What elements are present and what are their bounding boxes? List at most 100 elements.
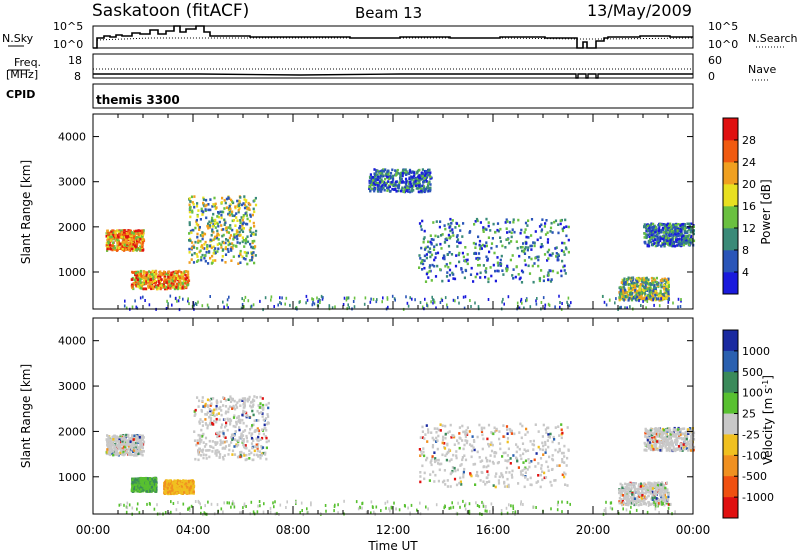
heatmap-cell [614, 301, 616, 305]
heatmap-cell [182, 279, 185, 283]
heatmap-cell [220, 216, 223, 220]
heatmap-cell [373, 188, 376, 191]
heatmap-cell [434, 234, 437, 238]
heatmap-cell [252, 231, 255, 235]
heatmap-cell [672, 301, 674, 305]
heatmap-cell [184, 285, 187, 289]
heatmap-cell [436, 264, 439, 268]
heatmap-cell [561, 229, 565, 233]
heatmap-cell [182, 483, 185, 486]
heatmap-cell [652, 289, 655, 293]
heatmap-cell [215, 399, 218, 402]
heatmap-cell [208, 449, 211, 452]
heatmap-cell [207, 208, 210, 212]
heatmap-cell [164, 272, 167, 276]
heatmap-cell [178, 490, 181, 493]
heatmap-cell [204, 204, 207, 208]
heatmap-cell [410, 178, 413, 181]
heatmap-cell [107, 444, 110, 448]
heatmap-cell [187, 273, 190, 276]
heatmap-cell [224, 253, 228, 256]
heatmap-cell [216, 449, 219, 452]
heatmap-cell [240, 228, 243, 232]
heatmap-cell [661, 279, 664, 283]
heatmap-cell [242, 440, 245, 443]
heatmap-cell [265, 457, 268, 461]
heatmap-cell [106, 238, 109, 242]
heatmap-cell [444, 238, 447, 241]
heatmap-cell [550, 221, 553, 225]
heatmap-cell [248, 416, 251, 419]
heatmap-cell [133, 235, 136, 238]
heatmap-cell [174, 484, 177, 488]
heatmap-cell [670, 240, 673, 244]
heatmap-cell [139, 481, 142, 484]
heatmap-cell [618, 291, 621, 294]
heatmap-cell [628, 289, 631, 293]
heatmap-cell [436, 427, 439, 430]
heatmap-cell [242, 452, 245, 455]
heatmap-cell [119, 451, 122, 455]
heatmap-cell [668, 234, 671, 238]
heatmap-cell [620, 281, 624, 284]
heatmap-cell [251, 246, 254, 250]
heatmap-cell [647, 226, 650, 229]
heatmap-cell [524, 228, 527, 231]
heatmap-cell [125, 248, 128, 251]
heatmap-cell [520, 299, 522, 303]
heatmap-cell [662, 296, 665, 300]
heatmap-cell [642, 289, 645, 293]
heatmap-cell [233, 445, 236, 448]
heatmap-cell [677, 297, 680, 301]
heatmap-cell [645, 296, 648, 300]
heatmap-cell [267, 401, 270, 405]
heatmap-cell [141, 436, 144, 440]
heatmap-cell [111, 452, 114, 455]
heatmap-cell [544, 303, 547, 307]
heatmap-cell [507, 295, 510, 299]
heatmap-cell [506, 220, 509, 223]
heatmap-cell [459, 241, 462, 245]
heatmap-cell [209, 221, 213, 224]
heatmap-cell [108, 235, 111, 239]
heatmap-cell [413, 173, 416, 176]
heatmap-cell [679, 230, 682, 234]
heatmap-cell [474, 275, 477, 279]
heatmap-cell [173, 287, 176, 291]
heatmap-cell [212, 252, 215, 255]
freq-left-tick-top: 18 [68, 54, 82, 67]
heatmap-cell [145, 277, 148, 281]
heatmap-cell [131, 484, 134, 488]
heatmap-cell [245, 453, 248, 457]
heatmap-cell [129, 437, 132, 440]
heatmap-cell [234, 438, 237, 441]
heatmap-cell [681, 237, 684, 241]
heatmap-cell [422, 185, 426, 188]
heatmap-cell [674, 226, 677, 229]
heatmap-cell [660, 285, 663, 289]
heatmap-cell [169, 282, 172, 286]
heatmap-cell [107, 233, 110, 237]
heatmap-cell [564, 246, 568, 249]
heatmap-cell [217, 450, 220, 454]
heatmap-cell [131, 446, 134, 450]
heatmap-cell [166, 279, 169, 283]
heatmap-cell [142, 484, 145, 488]
heatmap-cell [530, 244, 533, 248]
heatmap-cell [244, 212, 247, 215]
heatmap-cell [241, 255, 244, 259]
heatmap-cell [199, 418, 202, 421]
heatmap-cell [139, 281, 142, 284]
heatmap-cell [443, 254, 446, 258]
heatmap-cell [144, 299, 146, 302]
heatmap-cell [203, 204, 206, 208]
heatmap-cell [232, 244, 235, 247]
heatmap-cell [553, 220, 556, 224]
heatmap-cell [244, 458, 247, 462]
heatmap-cell [399, 179, 402, 183]
heatmap-cell [230, 436, 233, 439]
heatmap-cell [129, 247, 132, 251]
heatmap-cell [418, 266, 421, 269]
heatmap-cell [656, 233, 659, 237]
